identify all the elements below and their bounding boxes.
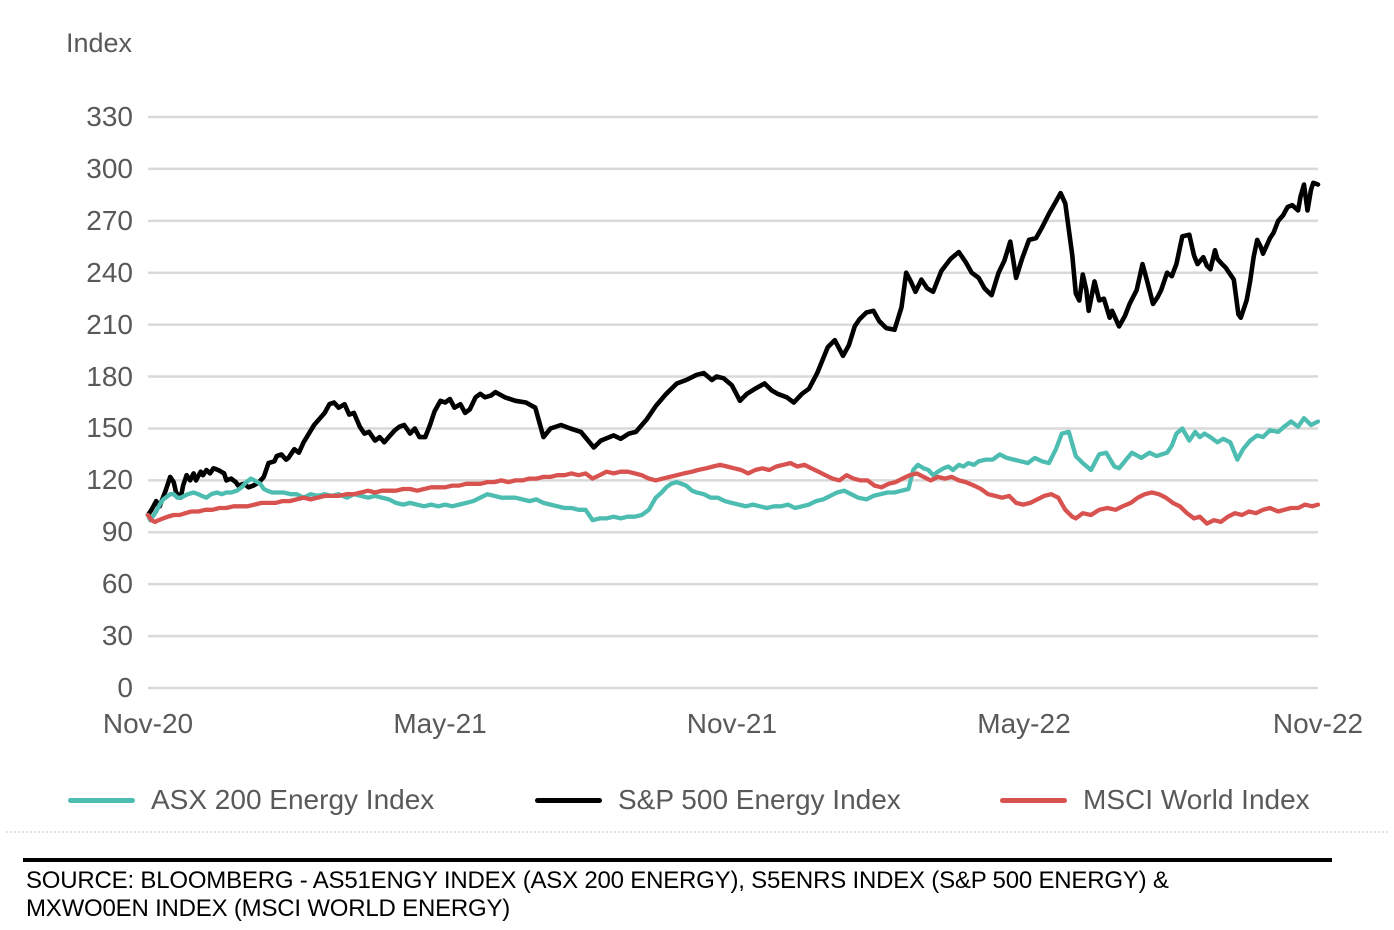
source-line-2: MXWO0EN INDEX (MSCI WORLD ENERGY) [26, 895, 511, 922]
asx200-legend-line-icon [68, 797, 135, 803]
sp500-energy-line [145, 180, 1321, 518]
y-tick-label: 330 [86, 101, 133, 132]
chart-svg [145, 115, 1321, 690]
y-tick-label: 180 [86, 360, 133, 392]
msci-world-line [145, 460, 1321, 526]
y-tick-label: 240 [86, 256, 133, 288]
x-tick-label: Nov-22 [1272, 708, 1364, 739]
msci-legend-line-icon [1000, 797, 1067, 803]
legend-label: MSCI World Index [1083, 784, 1310, 815]
y-tick-label: 210 [86, 308, 133, 340]
source-text: SOURCE: BLOOMBERG - AS51ENGY INDEX (ASX … [26, 867, 1366, 923]
y-tick-label: 90 [101, 516, 133, 548]
source-divider [23, 858, 1332, 862]
legend-item-asx200: ASX 200 Energy Index [68, 779, 434, 821]
x-tick-label: May-21 [393, 708, 487, 739]
y-axis-title: Index [66, 28, 133, 58]
legend-item-sp500: S&P 500 Energy Index [535, 779, 901, 821]
x-tick-label: Nov-20 [102, 708, 194, 739]
source-line-1: SOURCE: BLOOMBERG - AS51ENGY INDEX (ASX … [26, 867, 1169, 894]
legend-label: S&P 500 Energy Index [618, 784, 901, 815]
legend-item-msci: MSCI World Index [1000, 779, 1310, 821]
asx200-energy-line [145, 415, 1321, 523]
y-tick-label: 60 [101, 568, 133, 600]
dotted-divider [6, 831, 1388, 833]
y-tick-label: 120 [86, 464, 133, 496]
y-tick-label: 300 [86, 152, 133, 184]
y-tick-label: 150 [86, 412, 133, 444]
x-tick-label: May-22 [977, 708, 1071, 739]
x-tick-label: Nov-21 [686, 708, 778, 739]
y-tick-label: 30 [101, 620, 133, 652]
y-tick-label: 270 [86, 204, 133, 236]
legend-label: ASX 200 Energy Index [151, 784, 435, 815]
y-tick-label: 0 [117, 672, 133, 703]
sp500-legend-line-icon [535, 797, 602, 803]
legend: ASX 200 Energy Index S&P 500 Energy Inde… [0, 779, 1394, 821]
